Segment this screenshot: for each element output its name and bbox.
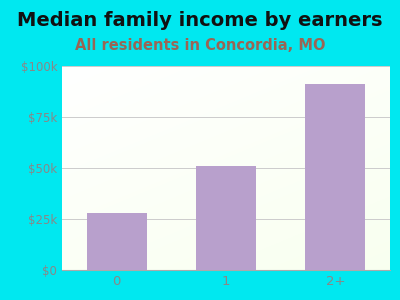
Bar xyxy=(196,166,256,270)
Text: All residents in Concordia, MO: All residents in Concordia, MO xyxy=(75,38,325,52)
Text: Median family income by earners: Median family income by earners xyxy=(17,11,383,29)
Bar xyxy=(305,84,366,270)
Bar xyxy=(86,213,147,270)
